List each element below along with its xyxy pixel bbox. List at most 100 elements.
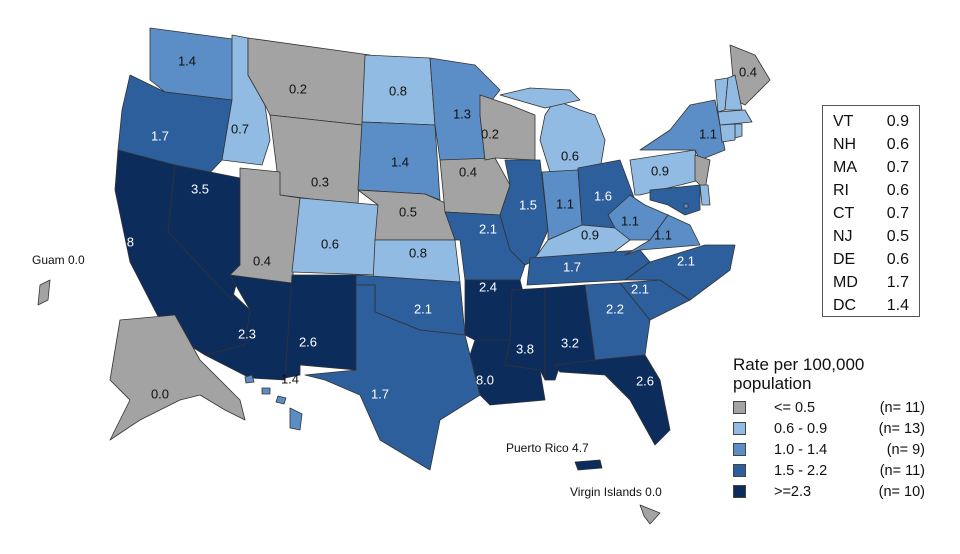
state-abbr: DE (833, 251, 856, 268)
legend-count: (n= 11) (879, 462, 925, 479)
legend-item: 1.0 - 1.4 (n= 9) (733, 439, 943, 460)
legend-count: (n= 13) (878, 420, 925, 437)
legend-item: 0.6 - 0.9 (n= 13) (733, 418, 943, 439)
legend-count: (n= 9) (886, 441, 925, 458)
legend-title: Rate per 100,000 (733, 355, 865, 374)
state-wi (479, 94, 536, 161)
state-rate-label-in: 1.1 (556, 196, 574, 211)
state-ct (719, 123, 736, 143)
state-rate-label-mo: 2.1 (479, 221, 497, 236)
state-rate-label-nc: 2.1 (677, 253, 695, 268)
state-rate-label-sc: 2.1 (631, 281, 649, 296)
state-nc (624, 244, 736, 301)
legend-swatch (733, 485, 746, 498)
state-rate-label-az: 2.3 (238, 326, 256, 341)
state-rate-label-wy: 0.3 (311, 174, 329, 189)
state-rate-label-la: 8.0 (476, 372, 494, 387)
legend-swatch (733, 422, 746, 435)
legend-swatch (733, 443, 746, 456)
state-rate-label-pa: 0.9 (651, 163, 669, 178)
legend-range: 1.5 - 2.2 (774, 462, 828, 479)
legend-range: 0.6 - 0.9 (774, 420, 828, 437)
state-rate-label-wa: 1.4 (178, 53, 196, 68)
state-rate-label-va: 1.1 (654, 227, 672, 242)
state-ak (109, 314, 246, 441)
state-abbr: VT (833, 113, 854, 130)
state-rate-label-me: 0.4 (739, 64, 757, 79)
state-rate: 0.6 (886, 251, 909, 268)
guam-label: Guam 0.0 (32, 253, 85, 267)
inset-row-ma: MA 0.7 (833, 156, 909, 179)
state-rate-label-nm: 2.6 (299, 334, 317, 349)
state-rate: 0.9 (886, 113, 909, 130)
state-rate-label-tn: 1.7 (563, 259, 581, 274)
state-wv (607, 194, 669, 241)
state-rate-label-mn: 1.3 (453, 106, 471, 121)
inset-row-md: MD 1.7 (833, 271, 909, 294)
legend-item: <= 0.5 (n= 11) (733, 397, 943, 418)
inset-row-ri: RI 0.6 (833, 179, 909, 202)
state-rate: 0.5 (886, 228, 909, 245)
puerto-rico-label: Puerto Rico 4.7 (506, 441, 589, 455)
state-rate: 1.4 (886, 297, 909, 314)
state-abbr: MD (833, 274, 858, 291)
state-ga (584, 282, 651, 361)
state-hi (261, 387, 271, 395)
state-rate-label-il: 1.5 (519, 197, 537, 212)
state-rate-label-ia: 0.4 (459, 164, 477, 179)
state-nm (284, 274, 361, 379)
inset-row-vt: VT 0.9 (833, 110, 909, 133)
state-rate-label-id: 0.7 (231, 121, 249, 136)
state-abbr: MA (833, 159, 857, 176)
legend-range: 1.0 - 1.4 (774, 441, 828, 458)
state-rate-label-ut: 0.4 (253, 253, 271, 268)
state-rate-label-sd: 1.4 (391, 154, 409, 169)
inset-row-dc: DC 1.4 (833, 294, 909, 317)
inset-row-nh: NH 0.6 (833, 133, 909, 156)
state-rate-label-mt: 0.2 (289, 81, 307, 96)
territory-puerto-rico (574, 459, 603, 471)
legend-count: (n= 10) (878, 483, 925, 500)
state-rate: 1.7 (886, 274, 909, 291)
inset-row-nj: NJ 0.5 (833, 225, 909, 248)
state-abbr: NJ (833, 228, 853, 245)
state-rate-label-nv: 3.5 (191, 181, 209, 196)
state-rate-label-al: 3.2 (561, 335, 579, 350)
legend-count: (n= 11) (879, 399, 925, 416)
state-rate-label-ak: 0.0 (151, 386, 169, 401)
state-mi (499, 87, 581, 109)
state-rate-label-ar: 2.4 (479, 279, 497, 294)
state-rate-label-ny: 1.1 (699, 126, 717, 141)
legend-range: <= 0.5 (774, 399, 816, 416)
state-abbr: RI (833, 182, 849, 199)
state-rate-label-ky: 0.9 (581, 227, 599, 242)
state-rate-label-hi: 1.4 (281, 371, 299, 386)
state-rate: 0.6 (886, 136, 909, 153)
state-rate-label-wv: 1.1 (621, 213, 639, 228)
state-abbr: DC (833, 297, 857, 314)
state-abbr: CT (833, 205, 855, 222)
legend-range: >=2.3 (774, 483, 812, 500)
state-pa (629, 149, 701, 196)
state-hi (244, 374, 255, 384)
state-hi (275, 395, 287, 405)
state-ma (717, 109, 753, 126)
state-rate-label-ms: 3.8 (516, 341, 534, 356)
state-ri (734, 123, 743, 139)
legend-subtitle: population (733, 374, 812, 393)
state-hi (289, 407, 303, 431)
legend-swatch (733, 401, 746, 414)
state-wy (269, 114, 363, 206)
state-de (699, 184, 711, 206)
state-rate-label-fl: 2.6 (636, 373, 654, 388)
state-rate-label-ok: 2.1 (414, 301, 432, 316)
state-dc (683, 203, 689, 209)
territory-guam (37, 279, 51, 306)
state-fl (554, 354, 671, 446)
state-rate: 0.6 (886, 182, 909, 199)
state-rate-label-nd: 0.8 (389, 83, 407, 98)
legend: Rate per 100,000 population <= 0.5 (n= 1… (733, 355, 943, 502)
state-rate-label-ne: 0.5 (399, 204, 417, 219)
inset-row-de: DE 0.6 (833, 248, 909, 271)
